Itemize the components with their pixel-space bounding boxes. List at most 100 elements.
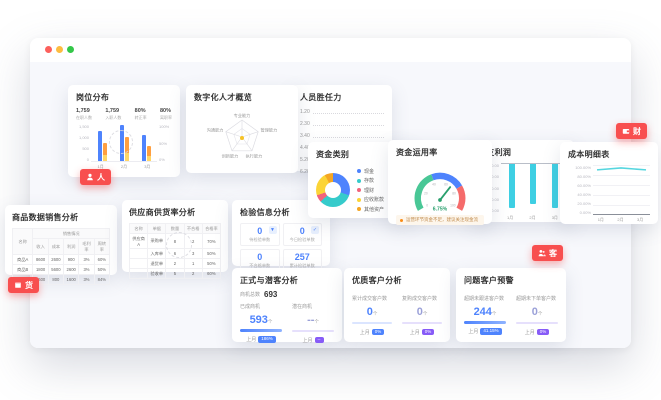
stat-value: 80% (159, 108, 171, 114)
table-header: 收入 (32, 238, 49, 255)
table-cell: 1800 (32, 264, 49, 275)
stat-column: 超期未下单客户数 0个 上月 0% (516, 295, 558, 336)
gauge-tick: 100 (450, 204, 456, 208)
stat-column: 潜在商机 --个 上月 -- (292, 303, 334, 344)
stat-column: 超期未跟进客户数 244个 上月 41.15% (464, 295, 506, 336)
card-title: 收支利润 (478, 148, 512, 157)
badge-goods[interactable]: 货 (8, 277, 39, 293)
y-tick: -100.00 (485, 174, 499, 180)
table-row: 商品A 8600 2600 900 3% 60% (11, 254, 111, 265)
list-item-label: 4.40 (300, 145, 310, 151)
bar-cyan (552, 164, 559, 208)
stat-column: 复购成交客户数 0个 上月 0% (402, 295, 442, 336)
funnel-icon: ▼ (268, 226, 277, 234)
warning-note: 运营环节资金不足，建议关注现金流 (396, 215, 484, 225)
table-cell (128, 248, 149, 259)
badge-customer[interactable]: 客 (532, 245, 563, 261)
prev-label: 上月 (468, 329, 479, 335)
table-header: 成本 (47, 238, 65, 255)
list-item: 1.20 (300, 109, 384, 115)
position-bar-chart: 1,500 1,000 500 0 (76, 124, 172, 162)
gauge-tick: 20 (424, 192, 428, 196)
stat-label: 离职率 (159, 115, 172, 120)
maximize-window-dot[interactable] (67, 46, 74, 53)
table-row: 验收单 5 2 60% (128, 268, 222, 279)
card-fund-usage-gauge: 资金运用率 0 20 40 60 80 100 6.75% 运营环节资金不足，建… (388, 140, 492, 225)
table-header: 不合格 (183, 223, 203, 234)
table-cell: 900 (63, 254, 80, 265)
bar-segment-orange (102, 143, 107, 155)
x-label: 1月 (507, 214, 514, 220)
dotted-leader (312, 113, 384, 114)
card-problem-customers: 问题客户预警 超期未跟进客户数 244个 上月 41.15% 超期未下单客户数 … (456, 268, 566, 342)
donut-chart (316, 173, 350, 207)
minimize-window-dot[interactable] (56, 46, 63, 53)
stat-value: 80% (134, 108, 146, 114)
prev-badge: 41.15% (480, 328, 502, 335)
table-group-header: 销售情况 (32, 228, 110, 239)
progress-bar (464, 321, 506, 324)
column-value: 593 (249, 314, 268, 326)
gauge-segment-blue (431, 172, 463, 189)
stat-label: 转正率 (134, 115, 147, 120)
table-header: 合格率 (201, 223, 222, 234)
prev-badge: 0% (371, 328, 385, 336)
bar-group (141, 135, 151, 161)
table-cell: 60% (201, 268, 222, 279)
stat-column: 已成商机 593个 上月 186% (240, 303, 282, 344)
x-label: 3月 (144, 163, 151, 169)
warning-note-text: 运营环节资金不足，建议关注现金流 (406, 217, 478, 222)
plot-area (91, 124, 157, 162)
legend-label: 存款 (364, 178, 375, 184)
check-badge-icon: ✓ (311, 226, 319, 234)
progress-bar (402, 322, 442, 324)
y-tick: 1,500 (78, 124, 89, 129)
prev-month-row: 上月 0% (402, 328, 442, 336)
tile-value: 0 (299, 226, 305, 236)
column-unit: 个 (372, 311, 378, 316)
leads-total-row: 商机总数 693 (240, 290, 334, 299)
table-cell: 验收单 (147, 268, 167, 279)
close-window-dot[interactable] (45, 46, 52, 53)
column-label: 累计成交客户数 (352, 296, 388, 302)
list-item: 3.40 (300, 133, 384, 139)
badge-people[interactable]: 人 (80, 169, 111, 185)
table-cell: 退货单 (147, 258, 167, 269)
x-label: 2月 (120, 163, 128, 169)
table-cell: 1 (183, 258, 203, 269)
prev-badge: 186% (258, 336, 276, 343)
prev-month-row: 上月 0% (516, 328, 558, 336)
dotted-leader (312, 137, 384, 138)
gauge-segment-red (456, 185, 466, 211)
y-tick: 80.00% (577, 174, 591, 179)
stat-label: 入职人数 (105, 115, 122, 120)
prev-label: 上月 (302, 337, 313, 344)
y-tick: -400.00 (485, 208, 499, 213)
stat-item: 1,759 在职人数 (76, 108, 92, 121)
table-cell: 50% (201, 248, 222, 259)
legend-label: 应收账款 (364, 197, 385, 203)
badge-finance[interactable]: 财 (616, 123, 647, 139)
column-unit: 个 (267, 319, 273, 324)
x-label: 3月 (551, 214, 558, 220)
table-header: 单据 (147, 223, 167, 234)
y-tick: -200.00 (485, 185, 499, 191)
tile-label: 累计检验单数 (289, 263, 315, 268)
table-cell: 5600 (47, 264, 65, 275)
radar-data-point (240, 136, 244, 140)
table-cell: 1600 (63, 274, 80, 285)
y-tick: 60.00% (577, 183, 591, 188)
column-value: 0 (366, 306, 373, 318)
card-talent-radar: 数字化人才概览 专业能力 管理能力 执行能力 创新能力 沟通能力 (186, 85, 298, 173)
progress-bar (352, 322, 392, 324)
list-item-label: 2.30 (300, 121, 310, 127)
radar-axis-label: 专业能力 (234, 112, 251, 119)
column-value: 244 (473, 306, 492, 318)
wallet-icon (622, 127, 630, 135)
progress-bar (292, 330, 334, 332)
y-tick: 40.00% (577, 192, 591, 197)
prev-label: 上月 (524, 329, 535, 336)
profit-bar-chart: 0.00 -100.00 -200.00 -300.00 -400.00 (478, 163, 566, 213)
bar-segment-yellow (124, 153, 129, 161)
card-inspection-stats: 检验信息分析 0 待检验单数 ▼ 0 今日检验单数 ✓ 0 不合格单数 257 … (232, 200, 330, 272)
